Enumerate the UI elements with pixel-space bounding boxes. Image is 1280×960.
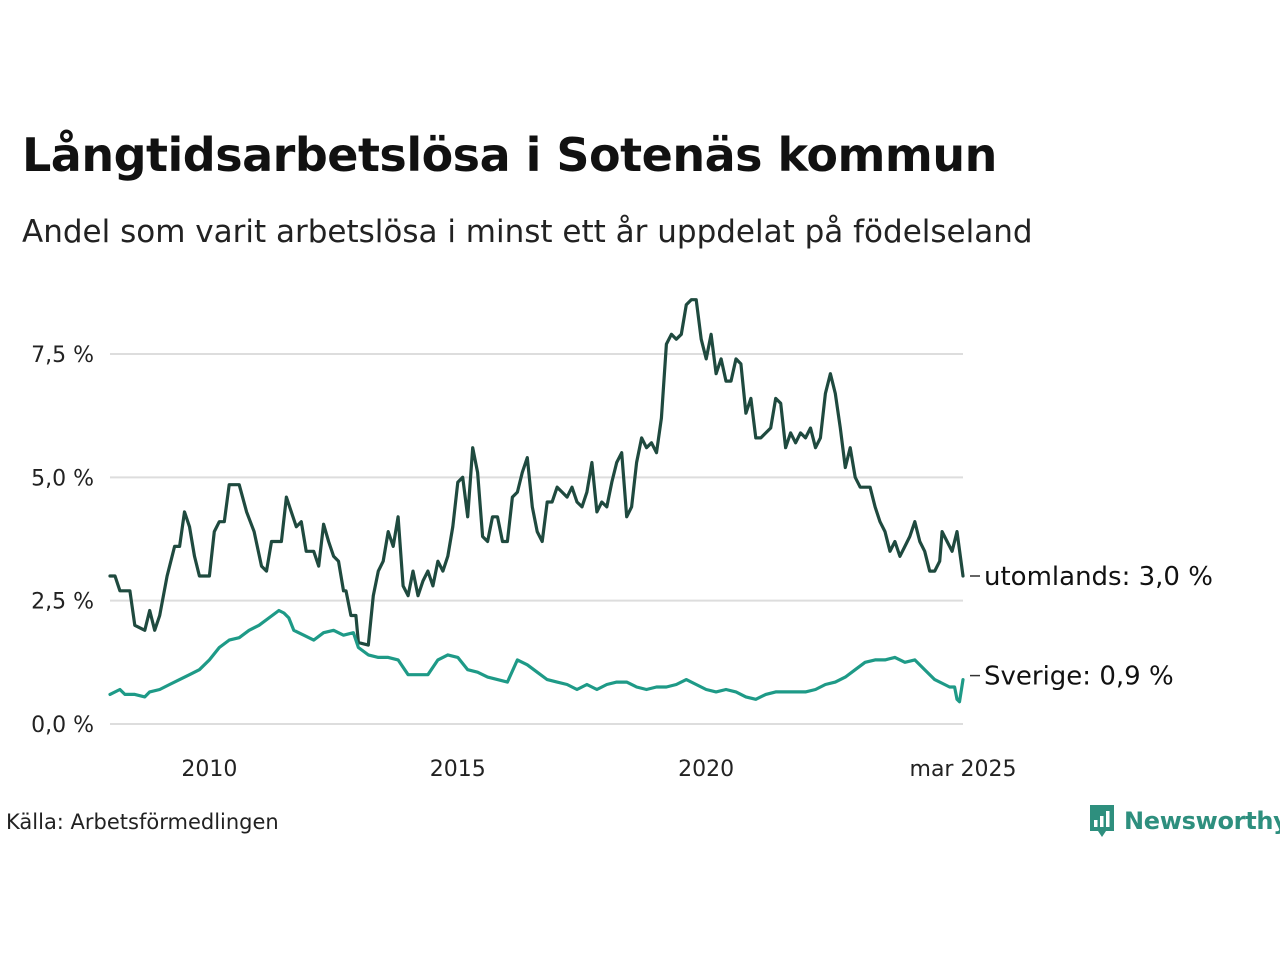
brand-logo: Newsworthy xyxy=(1088,803,1280,839)
bar-chart-pin-icon xyxy=(1090,805,1114,837)
y-tick-label: 2,5 % xyxy=(31,590,94,615)
chart-subtitle: Andel som varit arbetslösa i minst ett å… xyxy=(22,214,1033,250)
x-tick-label: mar 2025 xyxy=(910,757,1017,782)
x-axis-ticks: 2010 2015 2020 mar 2025 xyxy=(181,757,1016,782)
end-labels: utomlands: 3,0 % Sverige: 0,9 % xyxy=(970,562,1213,692)
chart-title: Långtidsarbetslösa i Sotenäs kommun xyxy=(22,128,997,182)
series-line-utomlands xyxy=(108,298,965,647)
y-tick-label: 5,0 % xyxy=(31,466,94,491)
brand-name: Newsworthy xyxy=(1124,807,1280,835)
end-label-sverige: Sverige: 0,9 % xyxy=(984,662,1174,692)
end-label-utomlands: utomlands: 3,0 % xyxy=(984,562,1213,592)
source-note: Källa: Arbetsförmedlingen xyxy=(6,810,279,834)
series-line-sverige xyxy=(108,608,965,704)
y-tick-label: 0,0 % xyxy=(31,713,94,738)
y-tick-label: 7,5 % xyxy=(31,343,94,368)
grid-lines xyxy=(110,353,963,725)
series-lines xyxy=(108,298,965,704)
y-axis-ticks: 0,0 % 2,5 % 5,0 % 7,5 % xyxy=(31,343,94,738)
x-tick-label: 2020 xyxy=(678,757,734,782)
x-tick-label: 2015 xyxy=(430,757,486,782)
x-tick-label: 2010 xyxy=(181,757,237,782)
